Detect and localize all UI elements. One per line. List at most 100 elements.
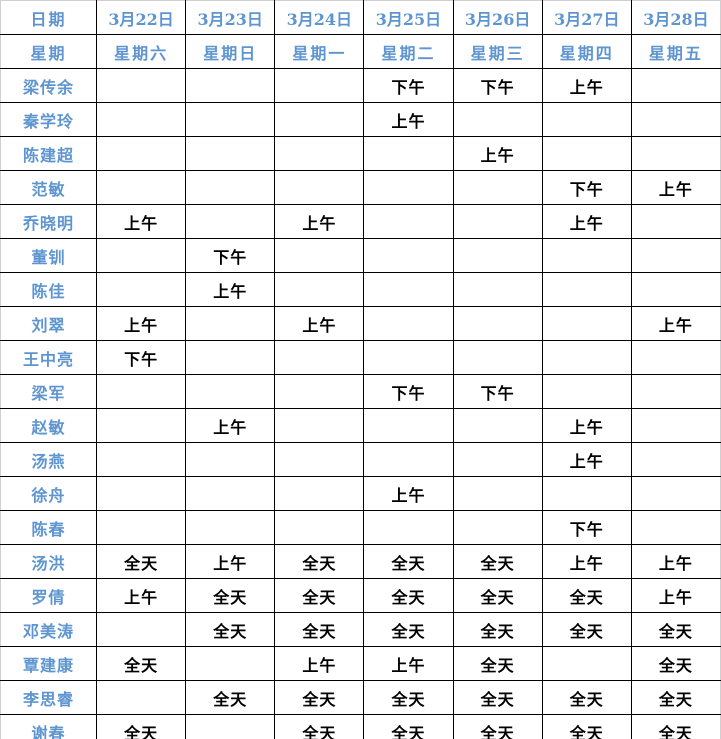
schedule-cell[interactable]: 下午 — [541, 170, 632, 205]
schedule-cell[interactable]: 全天 — [363, 680, 454, 715]
schedule-cell[interactable]: 全天 — [185, 612, 276, 647]
schedule-cell[interactable]: 全天 — [452, 578, 543, 613]
schedule-cell[interactable] — [630, 476, 721, 511]
schedule-cell[interactable] — [630, 510, 721, 545]
schedule-cell[interactable]: 全天 — [541, 578, 632, 613]
schedule-cell[interactable] — [274, 510, 365, 545]
date-header-cell[interactable]: 3月27日 — [541, 0, 632, 35]
schedule-cell[interactable] — [363, 272, 454, 307]
schedule-cell[interactable]: 全天 — [363, 544, 454, 579]
schedule-cell[interactable] — [452, 408, 543, 443]
corner-date-label[interactable]: 日期 — [0, 0, 97, 35]
schedule-cell[interactable]: 上午 — [363, 102, 454, 137]
schedule-cell[interactable]: 上午 — [185, 272, 276, 307]
schedule-cell[interactable]: 全天 — [452, 646, 543, 681]
weekday-header-cell[interactable]: 星期二 — [363, 34, 454, 69]
schedule-cell[interactable]: 全天 — [274, 578, 365, 613]
schedule-cell[interactable] — [452, 510, 543, 545]
schedule-cell[interactable]: 上午 — [630, 306, 721, 341]
schedule-cell[interactable]: 下午 — [363, 374, 454, 409]
schedule-cell[interactable]: 全天 — [185, 680, 276, 715]
name-cell[interactable]: 陈建超 — [0, 136, 97, 171]
schedule-cell[interactable] — [452, 102, 543, 137]
schedule-cell[interactable]: 上午 — [541, 68, 632, 103]
schedule-cell[interactable] — [630, 204, 721, 239]
schedule-cell[interactable]: 上午 — [630, 544, 721, 579]
schedule-cell[interactable]: 全天 — [274, 544, 365, 579]
schedule-cell[interactable] — [630, 238, 721, 273]
schedule-cell[interactable] — [274, 272, 365, 307]
weekday-header-cell[interactable]: 星期五 — [630, 34, 721, 69]
schedule-cell[interactable]: 全天 — [363, 578, 454, 613]
schedule-cell[interactable] — [363, 170, 454, 205]
schedule-cell[interactable] — [541, 374, 632, 409]
name-cell[interactable]: 李思睿 — [0, 680, 97, 715]
schedule-cell[interactable] — [95, 442, 187, 477]
schedule-cell[interactable]: 下午 — [95, 340, 187, 375]
name-cell[interactable]: 徐舟 — [0, 476, 97, 511]
schedule-cell[interactable] — [185, 510, 276, 545]
schedule-cell[interactable]: 全天 — [630, 680, 721, 715]
schedule-cell[interactable]: 上午 — [541, 544, 632, 579]
schedule-cell[interactable] — [541, 476, 632, 511]
name-cell[interactable]: 梁军 — [0, 374, 97, 409]
schedule-cell[interactable] — [452, 238, 543, 273]
name-cell[interactable]: 谢春 — [0, 714, 97, 739]
corner-week-label[interactable]: 星期 — [0, 34, 97, 69]
schedule-cell[interactable]: 上午 — [452, 136, 543, 171]
schedule-cell[interactable] — [185, 136, 276, 171]
schedule-cell[interactable] — [95, 102, 187, 137]
schedule-cell[interactable]: 下午 — [185, 238, 276, 273]
name-cell[interactable]: 赵敏 — [0, 408, 97, 443]
schedule-cell[interactable]: 上午 — [630, 170, 721, 205]
schedule-cell[interactable]: 上午 — [95, 204, 187, 239]
schedule-cell[interactable] — [185, 374, 276, 409]
name-cell[interactable]: 陈春 — [0, 510, 97, 545]
schedule-cell[interactable]: 全天 — [630, 612, 721, 647]
schedule-cell[interactable]: 上午 — [274, 204, 365, 239]
name-cell[interactable]: 陈佳 — [0, 272, 97, 307]
schedule-cell[interactable] — [541, 340, 632, 375]
name-cell[interactable]: 邓美涛 — [0, 612, 97, 647]
schedule-cell[interactable] — [274, 68, 365, 103]
schedule-cell[interactable]: 全天 — [95, 714, 187, 739]
schedule-cell[interactable]: 上午 — [95, 578, 187, 613]
schedule-cell[interactable] — [541, 102, 632, 137]
schedule-cell[interactable] — [95, 170, 187, 205]
schedule-cell[interactable] — [363, 408, 454, 443]
schedule-cell[interactable] — [185, 204, 276, 239]
date-header-cell[interactable]: 3月22日 — [95, 0, 187, 35]
schedule-cell[interactable] — [274, 442, 365, 477]
schedule-cell[interactable]: 全天 — [274, 714, 365, 739]
schedule-cell[interactable]: 全天 — [541, 680, 632, 715]
schedule-cell[interactable] — [630, 442, 721, 477]
schedule-cell[interactable] — [95, 408, 187, 443]
schedule-cell[interactable] — [630, 374, 721, 409]
name-cell[interactable]: 覃建康 — [0, 646, 97, 681]
schedule-cell[interactable] — [95, 612, 187, 647]
schedule-cell[interactable] — [630, 340, 721, 375]
schedule-cell[interactable]: 下午 — [452, 68, 543, 103]
name-cell[interactable]: 董钏 — [0, 238, 97, 273]
schedule-cell[interactable] — [274, 136, 365, 171]
schedule-cell[interactable] — [95, 272, 187, 307]
schedule-cell[interactable]: 全天 — [274, 680, 365, 715]
schedule-cell[interactable] — [185, 476, 276, 511]
schedule-cell[interactable] — [630, 102, 721, 137]
schedule-cell[interactable] — [363, 510, 454, 545]
schedule-cell[interactable] — [185, 102, 276, 137]
schedule-cell[interactable]: 全天 — [95, 544, 187, 579]
date-header-cell[interactable]: 3月26日 — [452, 0, 543, 35]
name-cell[interactable]: 王中亮 — [0, 340, 97, 375]
name-cell[interactable]: 秦学玲 — [0, 102, 97, 137]
schedule-cell[interactable] — [363, 238, 454, 273]
schedule-cell[interactable] — [185, 442, 276, 477]
schedule-cell[interactable]: 下午 — [363, 68, 454, 103]
schedule-cell[interactable] — [185, 646, 276, 681]
schedule-cell[interactable] — [541, 646, 632, 681]
date-header-cell[interactable]: 3月24日 — [274, 0, 365, 35]
schedule-cell[interactable] — [95, 374, 187, 409]
schedule-cell[interactable] — [95, 510, 187, 545]
schedule-cell[interactable] — [185, 68, 276, 103]
name-cell[interactable]: 刘翠 — [0, 306, 97, 341]
